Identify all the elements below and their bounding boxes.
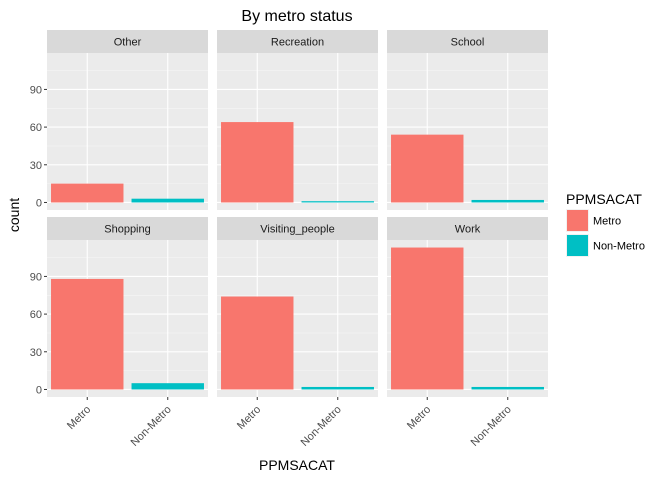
y-tick-label: 60 (30, 309, 42, 321)
y-tick-label: 90 (30, 271, 42, 283)
bar-visiting-people-metro (221, 296, 294, 390)
y-tick-label: 60 (30, 122, 42, 134)
facet-recreation: Recreation (217, 30, 378, 210)
facet-school: School (387, 30, 548, 210)
facet-strip-label: Visiting_people (260, 224, 334, 236)
bar-other-metro (51, 183, 124, 203)
bar-other-non-metro (131, 198, 204, 203)
bar-work-metro (391, 247, 464, 390)
facet-work: Work Metro Non-Metro (387, 217, 548, 449)
facet-strip (387, 217, 548, 240)
x-tick-label: Metro (405, 404, 433, 432)
facet-strip-label: Recreation (271, 37, 324, 49)
x-tick-label: Metro (65, 404, 93, 432)
legend-label-non-metro: Non-Metro (593, 241, 645, 253)
x-axis-title: PPMSACAT (259, 457, 335, 473)
facet-strip (47, 217, 208, 240)
x-tick-label: Metro (235, 404, 263, 432)
legend: PPMSACAT Metro Non-Metro (566, 191, 645, 257)
bar-recreation-metro (221, 122, 294, 203)
facet-strip (47, 30, 208, 53)
facet-strip (387, 30, 548, 53)
facet-strip-label: School (451, 37, 485, 49)
facet-strip (217, 217, 378, 240)
y-tick-label: 30 (30, 160, 42, 172)
chart-title: By metro status (241, 8, 352, 25)
facet-shopping: Shopping 0 30 60 90 Metro Non-Metro (30, 217, 208, 449)
bar-school-non-metro (471, 199, 544, 203)
facet-panels: Other 0 30 60 90 Recreation School Shopping 0 30 6… (30, 30, 548, 449)
bar-visiting-people-non-metro (301, 386, 374, 390)
facet-strip-label: Shopping (104, 224, 151, 236)
facet-strip-label: Other (114, 37, 142, 49)
facet-visiting-people: Visiting_people Metro Non-Metro (217, 217, 378, 449)
legend-swatch-non-metro (567, 235, 588, 256)
y-tick-label: 0 (36, 384, 42, 396)
facet-other: Other 0 30 60 90 (30, 30, 208, 210)
x-tick-label: Non-Metro (299, 404, 344, 449)
bar-work-non-metro (471, 386, 544, 390)
legend-label-metro: Metro (593, 216, 621, 228)
bar-school-metro (391, 134, 464, 203)
facet-strip (217, 30, 378, 53)
bar-recreation-non-metro (301, 201, 374, 203)
legend-swatch-metro (567, 210, 588, 231)
facet-strip-label: Work (455, 224, 481, 236)
x-tick-label: Non-Metro (129, 404, 174, 449)
y-tick-label: 0 (36, 197, 42, 209)
bar-shopping-metro (51, 278, 124, 390)
bar-shopping-non-metro (131, 383, 204, 390)
legend-title: PPMSACAT (566, 191, 642, 207)
x-tick-label: Non-Metro (469, 404, 514, 449)
y-axis-title: count (6, 198, 22, 232)
y-tick-label: 30 (30, 347, 42, 359)
y-tick-label: 90 (30, 84, 42, 96)
